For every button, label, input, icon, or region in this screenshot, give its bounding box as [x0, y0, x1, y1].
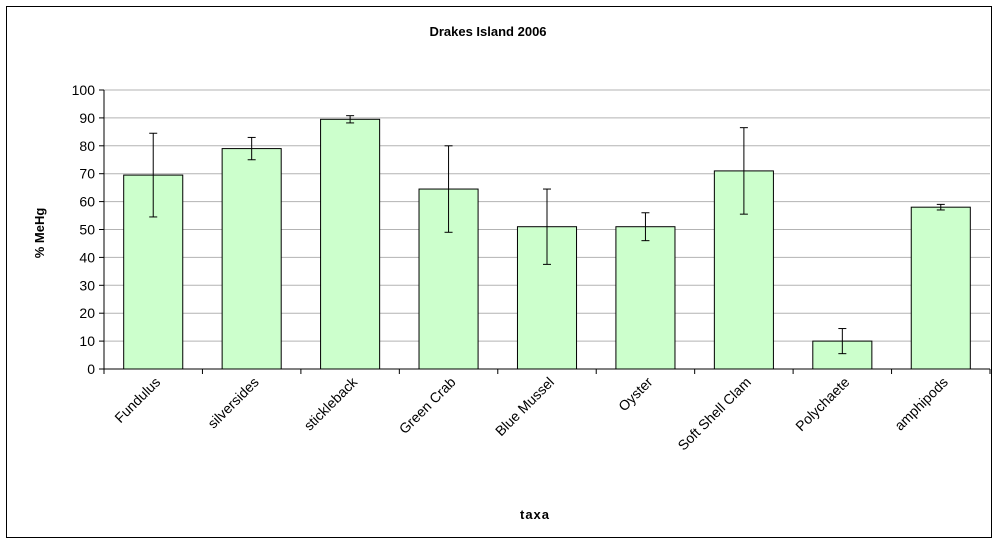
y-tick-label: 60 — [79, 194, 95, 210]
x-tick-label: silversides — [204, 374, 262, 432]
bar — [615, 226, 676, 370]
y-tick-label: 40 — [79, 249, 95, 265]
bar — [123, 174, 184, 370]
x-tick-label: Green Crab — [396, 374, 459, 437]
x-tick-label: Oyster — [615, 374, 656, 415]
x-tick-label: stickleback — [301, 373, 361, 433]
y-tick-label: 70 — [79, 166, 95, 182]
bars — [123, 118, 971, 370]
x-tick-label: Fundulus — [111, 374, 163, 426]
y-tick-label: 50 — [79, 222, 95, 238]
x-tick-label: amphipods — [891, 374, 951, 434]
y-axis-ticks: 0 10 20 30 40 50 60 70 80 90 100 — [72, 82, 104, 377]
y-tick-label: 0 — [87, 361, 95, 377]
y-tick-label: 10 — [79, 333, 95, 349]
x-tick-label: Blue Mussel — [492, 374, 557, 439]
x-axis-ticks: Fundulus silversides stickleback Green Crab… — [103, 369, 991, 454]
y-axis-title: % MeHg — [32, 208, 47, 259]
bar — [320, 118, 381, 370]
bar — [221, 148, 282, 370]
x-tick-label: Polychaete — [792, 374, 852, 434]
chart-title: Drakes Island 2006 — [429, 24, 546, 39]
chart-frame: Drakes Island 2006 % MeHg taxa 0 10 20 30 40… — [6, 6, 992, 538]
y-tick-label: 90 — [79, 110, 95, 126]
error-bars — [149, 115, 945, 355]
bar-chart: Drakes Island 2006 % MeHg taxa 0 10 20 30 40… — [32, 24, 991, 522]
y-tick-label: 80 — [79, 138, 95, 154]
axes — [103, 90, 990, 370]
x-tick-label: Soft Shell Clam — [674, 374, 754, 454]
y-tick-label: 20 — [79, 305, 95, 321]
y-tick-label: 100 — [72, 82, 96, 98]
x-axis-title: taxa — [520, 507, 550, 522]
y-tick-label: 30 — [79, 277, 95, 293]
bar — [910, 206, 971, 370]
